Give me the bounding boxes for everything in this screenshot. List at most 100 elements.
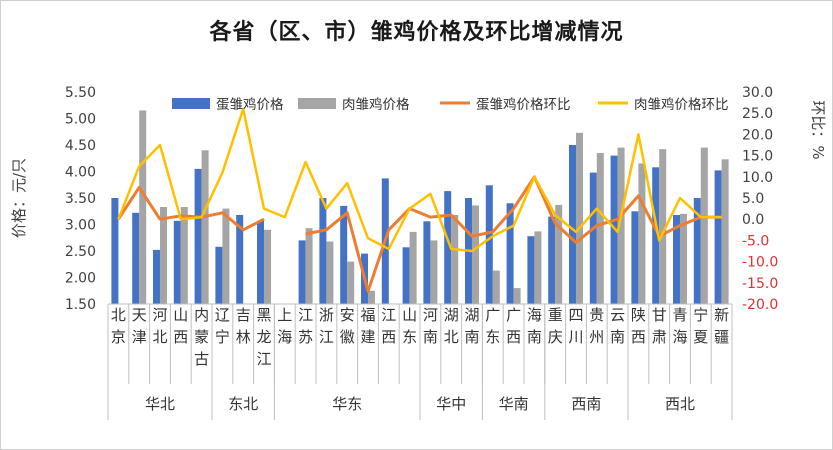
y-tick-label: 4.00 [65, 165, 96, 181]
x-tick-label: 福建 [360, 306, 375, 346]
x-tick-label: 内蒙古 [194, 306, 209, 368]
y2-tick-label: -20.0 [742, 297, 778, 313]
bar-broiler-chick [700, 147, 708, 304]
y2-tick-label: 20.0 [742, 127, 773, 143]
bar-broiler-chick [680, 213, 687, 304]
bar-egg-chick [673, 215, 680, 304]
y-tick-label: 5.00 [65, 112, 96, 128]
bar-broiler-chick [451, 215, 459, 304]
bar-broiler-chick [513, 288, 521, 304]
line-broiler-chick-mom [117, 107, 722, 253]
bar-egg-chick [173, 220, 181, 304]
x-tick-label: 黑龙江 [256, 306, 271, 368]
bar-egg-chick [693, 198, 701, 304]
x-tick-label: 河南 [423, 306, 438, 346]
x-tick-label: 天津 [132, 306, 147, 346]
legend-label: 蛋雏鸡价格环比 [476, 96, 571, 113]
bar-egg-chick [132, 212, 140, 304]
bar-egg-chick [257, 220, 264, 304]
region-label: 华北 [145, 395, 175, 413]
region-label: 华东 [332, 395, 362, 413]
x-tick-label: 新疆 [714, 306, 729, 346]
y-axis-title: 价格：元/只 [10, 158, 28, 238]
bar-broiler-chick [638, 163, 646, 304]
bar-broiler-chick [160, 207, 167, 304]
bar-egg-chick [548, 216, 556, 304]
x-tick-label: 北京 [111, 306, 126, 346]
y-tick-label: 2.50 [65, 244, 96, 260]
line-egg-chick-mom [117, 175, 722, 293]
bar-egg-chick [340, 205, 348, 304]
x-tick-label: 海南 [527, 306, 542, 346]
bar-egg-chick [194, 168, 202, 304]
y2-tick-label: -15.0 [742, 276, 778, 292]
x-tick-label: 陕西 [631, 306, 646, 346]
bar-broiler-chick [222, 208, 230, 304]
bar-egg-chick [111, 198, 119, 304]
bar-broiler-chick [555, 204, 563, 304]
y-tick-label: 2.00 [65, 271, 96, 287]
bar-egg-chick [714, 170, 722, 304]
y-tick-label: 3.50 [65, 191, 96, 207]
x-tick-label: 湖北 [444, 306, 459, 346]
bar-egg-chick [631, 211, 639, 305]
x-tick-label: 重庆 [548, 306, 563, 346]
x-tick-label: 安徽 [340, 306, 355, 346]
bar-broiler-chick [326, 241, 334, 304]
y-tick-label: 4.50 [65, 138, 96, 154]
x-tick-label: 山东 [402, 306, 417, 346]
y2-tick-label: 10.0 [742, 170, 773, 186]
bar-broiler-chick [617, 147, 625, 304]
bar-egg-chick [589, 172, 597, 304]
x-tick-label: 云南 [610, 306, 625, 346]
bar-broiler-chick [430, 240, 438, 304]
bar-egg-chick [402, 247, 410, 304]
bar-egg-chick [485, 185, 493, 304]
y2-tick-label: 15.0 [742, 149, 773, 165]
x-tick-label: 青海 [672, 306, 687, 346]
y2-axis-title: 环比：% [809, 100, 827, 159]
region-label: 西南 [571, 395, 601, 413]
bar-broiler-chick [596, 153, 604, 304]
bar-broiler-chick [492, 270, 500, 304]
bar-broiler-chick [472, 205, 479, 304]
bar-broiler-chick [139, 110, 147, 304]
y-tick-label: 5.50 [65, 85, 96, 101]
bar-broiler-chick [201, 150, 209, 304]
y-tick-label: 1.50 [65, 297, 96, 313]
bar-egg-chick [215, 246, 223, 304]
x-tick-label: 江西 [381, 306, 396, 346]
legend-swatch [298, 98, 336, 109]
bar-broiler-chick [305, 228, 313, 304]
bar-egg-chick [444, 191, 452, 304]
x-tick-label: 贵州 [589, 306, 604, 346]
y2-tick-label: 0.0 [742, 212, 764, 228]
chart-title: 各省（区、市）雏鸡价格及环比增减情况 [209, 20, 624, 45]
bar-broiler-chick [347, 261, 355, 304]
x-tick-label: 吉林 [236, 306, 251, 346]
bar-egg-chick [319, 198, 327, 304]
bar-broiler-chick [409, 231, 417, 304]
legend-label: 肉雏鸡价格 [342, 96, 410, 113]
y2-tick-label: -10.0 [742, 255, 778, 271]
bar-egg-chick [569, 145, 576, 304]
x-tick-label: 广西 [506, 306, 521, 346]
bar-egg-chick [153, 249, 160, 304]
bar-egg-chick [423, 221, 431, 304]
x-tick-label: 河北 [152, 306, 167, 346]
bar-egg-chick [652, 167, 660, 304]
x-tick-label: 辽宁 [215, 306, 230, 346]
bar-broiler-chick [721, 159, 729, 304]
x-tick-label: 湖南 [464, 306, 479, 346]
y-tick-label: 3.00 [65, 218, 96, 234]
x-tick-label: 山西 [173, 306, 188, 346]
y2-tick-label: -5.0 [742, 233, 769, 249]
legend-label: 肉雏鸡价格环比 [634, 96, 729, 113]
legend-label: 蛋雏鸡价格 [216, 96, 284, 113]
bar-egg-chick [298, 240, 306, 304]
region-label: 西北 [665, 395, 695, 413]
bar-egg-chick [527, 236, 535, 304]
region-label: 东北 [228, 395, 258, 413]
x-tick-label: 甘肃 [652, 306, 667, 346]
